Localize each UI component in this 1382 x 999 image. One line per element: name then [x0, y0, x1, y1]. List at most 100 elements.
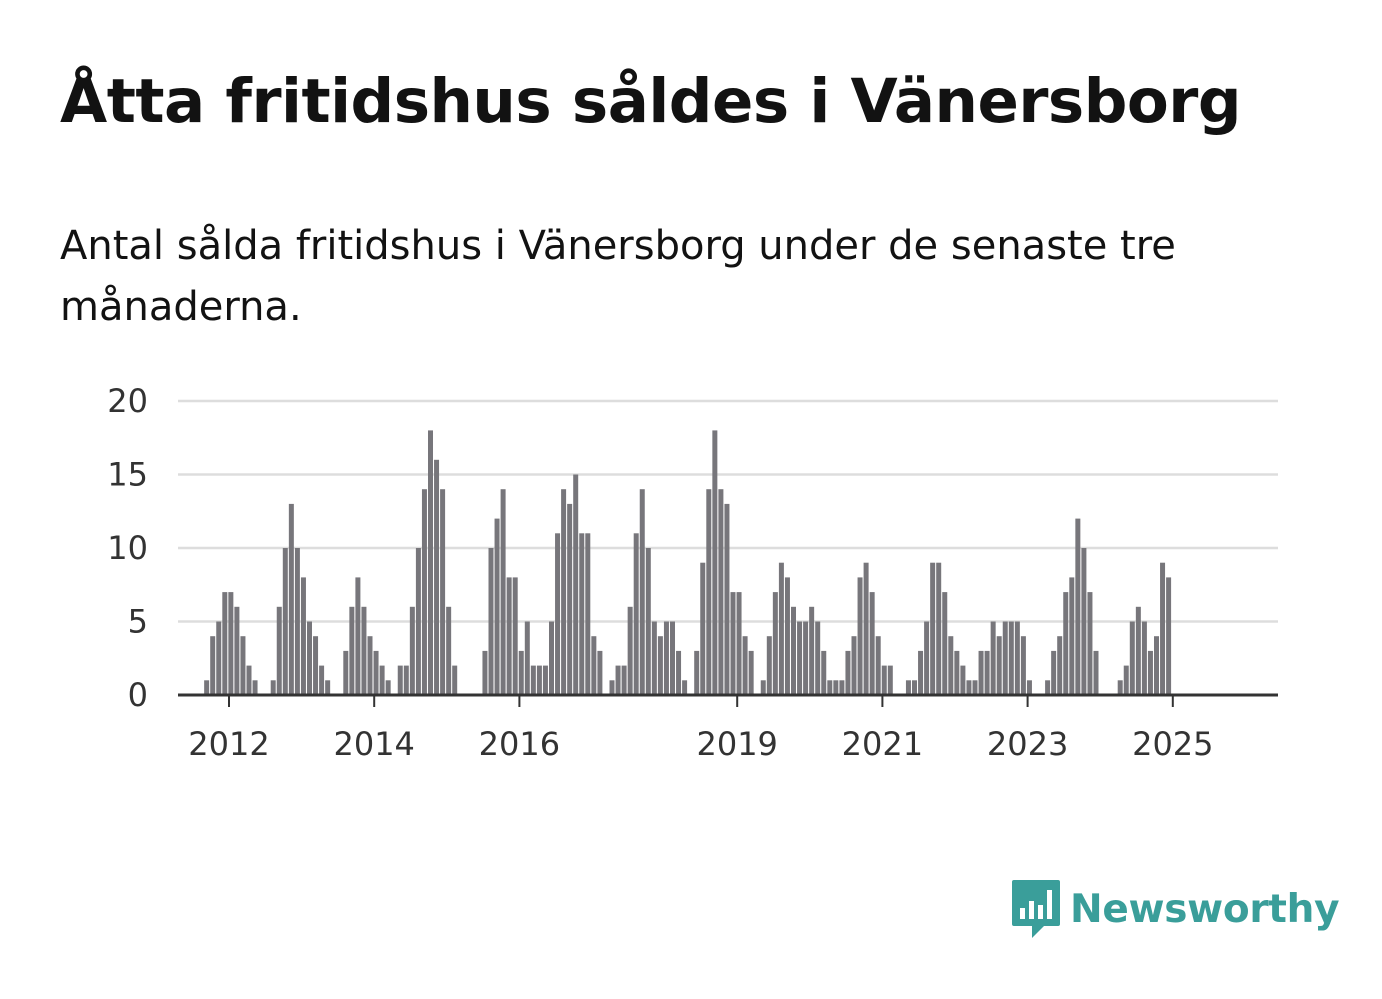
- bar: [585, 533, 591, 695]
- bar: [482, 650, 488, 695]
- bar: [549, 621, 554, 695]
- bar: [518, 650, 524, 695]
- bar: [996, 636, 1002, 695]
- bar: [797, 621, 803, 695]
- bar: [748, 650, 754, 695]
- bar: [397, 665, 403, 695]
- bar: [1135, 606, 1141, 695]
- bar: [966, 680, 972, 695]
- bar: [512, 577, 518, 695]
- bar: [936, 562, 942, 695]
- bar: [948, 636, 954, 695]
- bar: [228, 592, 234, 695]
- bar: [990, 621, 996, 695]
- x-tick-label: 2023: [987, 725, 1068, 763]
- bar: [252, 680, 258, 695]
- x-tick-label: 2019: [696, 725, 777, 763]
- bar: [875, 636, 881, 695]
- bar: [530, 665, 536, 695]
- bar: [222, 592, 228, 695]
- bar: [615, 665, 621, 695]
- bar: [918, 650, 924, 695]
- bar: [912, 680, 917, 695]
- bar: [1057, 636, 1063, 695]
- bar: [772, 592, 778, 695]
- bar: [609, 680, 615, 695]
- bar: [506, 577, 512, 695]
- bar: [1026, 680, 1032, 695]
- bar: [676, 650, 682, 695]
- y-tick-label: 5: [128, 603, 148, 641]
- bar: [349, 606, 355, 695]
- chart-subtitle: Antal sålda fritidshus i Vänersborg unde…: [60, 223, 1176, 330]
- bar: [524, 621, 530, 695]
- bar: [597, 650, 603, 695]
- bar: [791, 606, 796, 695]
- y-tick-label: 10: [107, 529, 148, 567]
- bar: [760, 680, 766, 695]
- bar: [434, 459, 440, 695]
- bar: [682, 680, 688, 695]
- bar: [821, 650, 827, 695]
- bar: [561, 489, 567, 695]
- bar: [651, 621, 657, 695]
- bar: [742, 636, 748, 695]
- bar: [942, 592, 948, 695]
- bar: [367, 636, 373, 695]
- bar: [1081, 548, 1087, 695]
- bar: [567, 503, 573, 695]
- bar: [924, 621, 930, 695]
- bar: [1129, 621, 1135, 695]
- bar: [204, 680, 210, 695]
- bar: [500, 489, 506, 695]
- bar: [881, 665, 887, 695]
- bar: [343, 650, 349, 695]
- brand-name: Newsworthy: [1070, 886, 1340, 932]
- x-tick-label: 2016: [479, 725, 560, 763]
- bar: [542, 665, 548, 695]
- bar: [216, 621, 222, 695]
- bar: [700, 562, 706, 695]
- bar: [730, 592, 736, 695]
- bar: [645, 548, 651, 695]
- x-tick-label: 2025: [1132, 725, 1213, 763]
- brand-logo: Newsworthy: [1010, 878, 1340, 940]
- bar: [978, 650, 984, 695]
- bar: [905, 680, 911, 695]
- bar: [1069, 577, 1075, 695]
- bar: [288, 503, 294, 695]
- y-tick-label: 20: [107, 382, 148, 420]
- bar: [1014, 621, 1020, 695]
- bar: [809, 606, 815, 695]
- bar: [657, 636, 663, 695]
- bar: [1117, 680, 1123, 695]
- bar: [621, 665, 627, 695]
- bar: [778, 562, 784, 695]
- bar: [355, 577, 361, 695]
- bar: [1075, 518, 1081, 695]
- bar: [446, 606, 452, 695]
- bar: [857, 577, 863, 695]
- bar: [627, 606, 633, 695]
- bar: [706, 489, 712, 695]
- bar: [1147, 650, 1153, 695]
- bar: [972, 680, 978, 695]
- bar: [1160, 562, 1166, 695]
- bar: [1002, 621, 1008, 695]
- bar: [409, 606, 415, 695]
- bar: [234, 606, 240, 695]
- bar: [373, 650, 379, 695]
- bar: [815, 621, 821, 695]
- y-tick-label: 15: [107, 456, 148, 494]
- bar: [712, 430, 718, 695]
- bar: [803, 621, 809, 695]
- bar-chart-speech-bubble-icon: [1012, 880, 1060, 938]
- bar: [984, 650, 990, 695]
- bar: [784, 577, 790, 695]
- x-tick-label: 2014: [333, 725, 414, 763]
- bar: [591, 636, 597, 695]
- bar: [361, 606, 367, 695]
- bar: [1166, 577, 1172, 695]
- bar: [494, 518, 500, 695]
